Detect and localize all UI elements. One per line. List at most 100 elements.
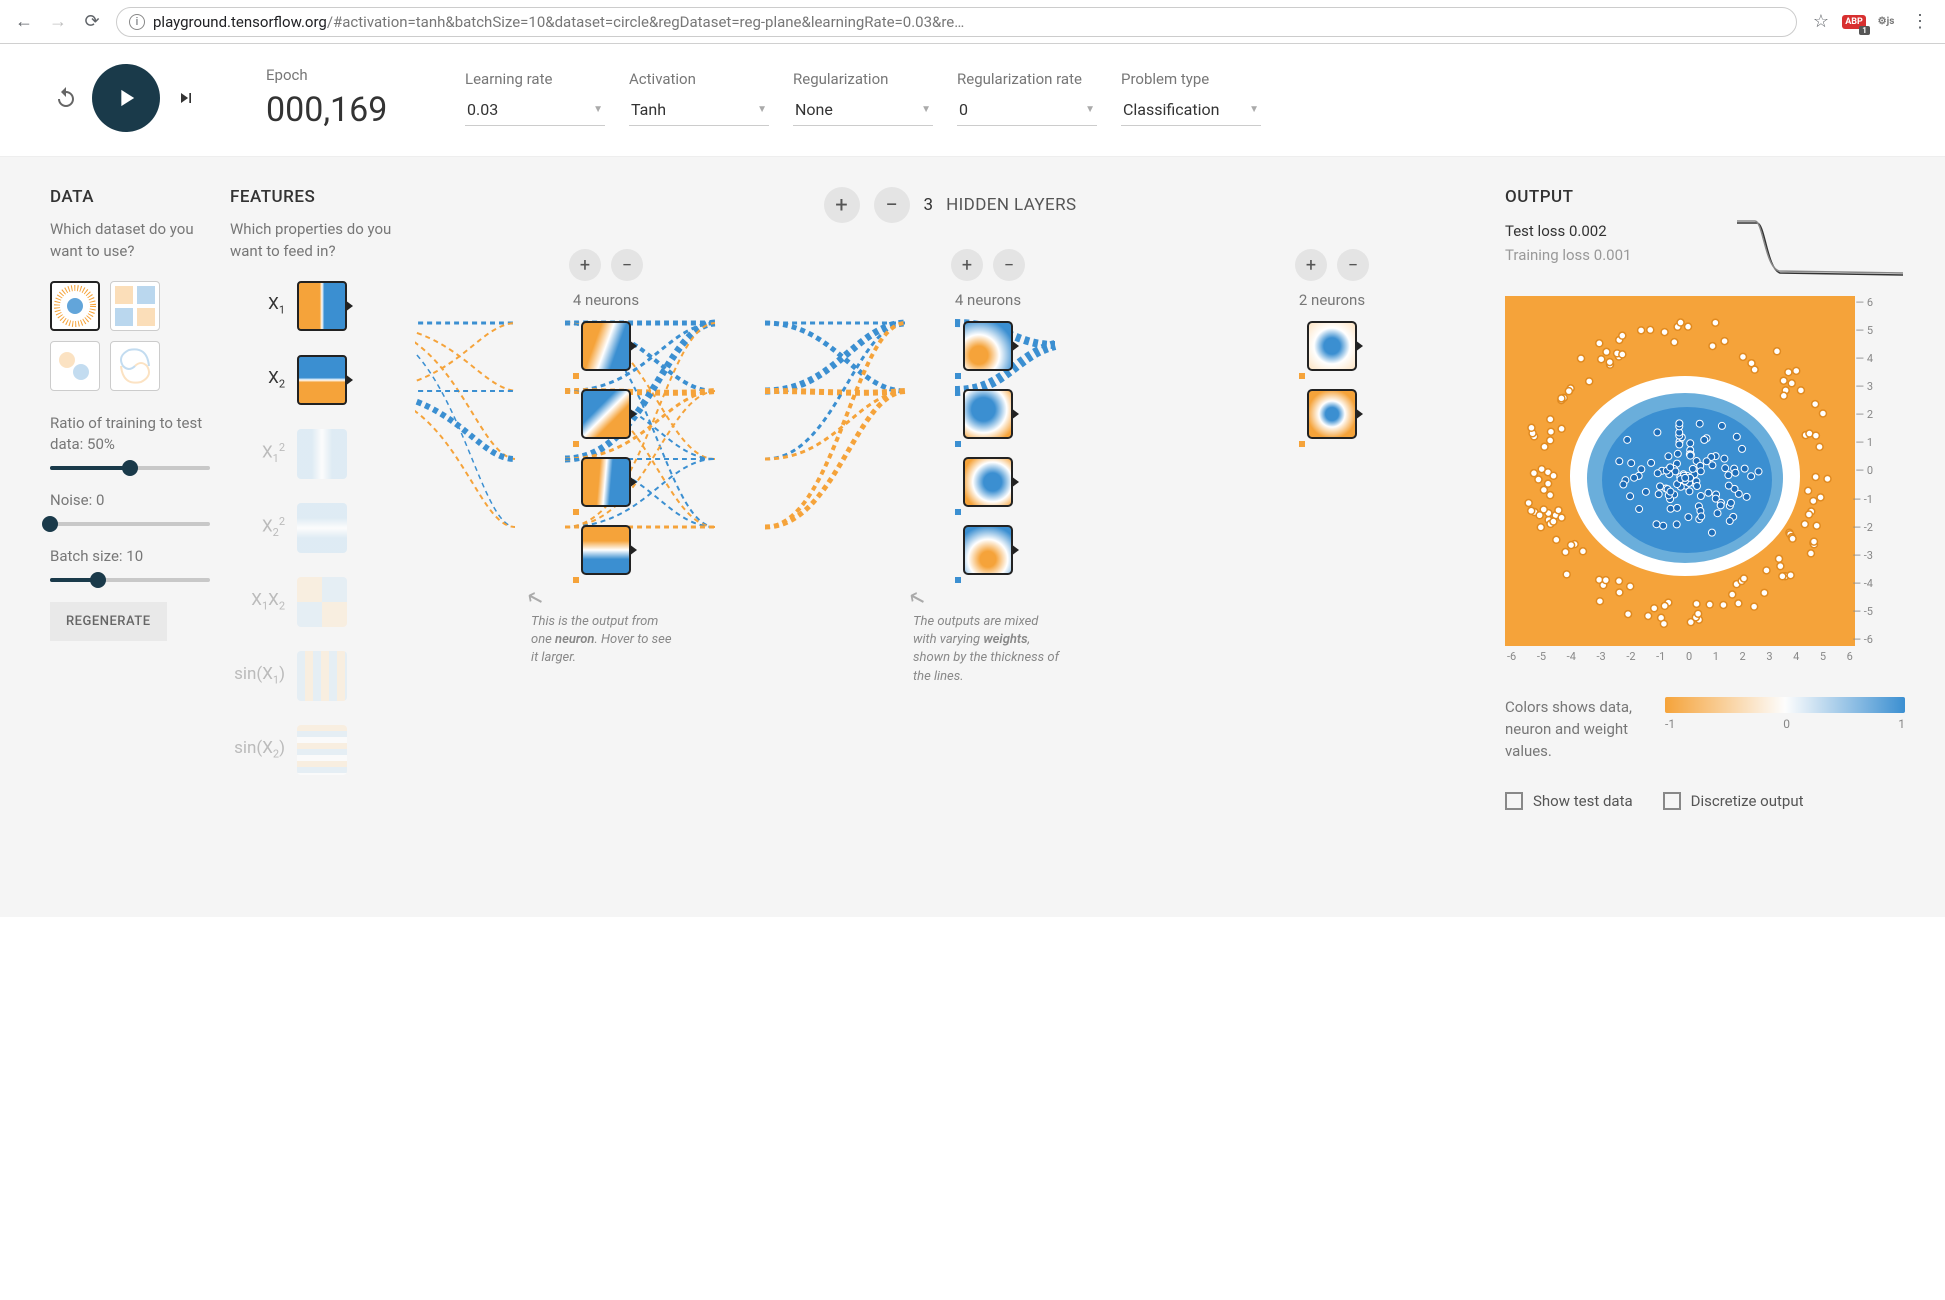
reg-rate-select[interactable]: 0▼ xyxy=(957,94,1097,126)
feature-box xyxy=(297,651,347,701)
js-extension-icon[interactable]: ⚙js xyxy=(1875,11,1897,33)
address-bar[interactable]: i playground.tensorflow.org/#activation=… xyxy=(116,7,1797,37)
feature-box xyxy=(297,725,347,775)
discretize-checkbox[interactable]: Discretize output xyxy=(1663,792,1804,810)
feature-label: X22 xyxy=(230,515,285,539)
activation-control: Activation Tanh▼ xyxy=(629,70,769,126)
main-area: DATA Which dataset do you want to use? xyxy=(0,157,1945,917)
regularization-select[interactable]: None ▼ xyxy=(793,94,933,126)
regenerate-button[interactable]: REGENERATE xyxy=(50,602,167,641)
problem-type-select[interactable]: Classification ▼ xyxy=(1121,94,1261,126)
caret-down-icon: ▼ xyxy=(921,104,931,115)
neuron[interactable] xyxy=(581,525,631,575)
noise-label: Noise: 0 xyxy=(50,490,210,512)
ratio-slider-group: Ratio of training to test data: 50% xyxy=(50,413,210,471)
feature-box xyxy=(297,355,347,405)
back-button[interactable]: ← xyxy=(8,6,40,38)
show-test-label: Show test data xyxy=(1533,792,1633,810)
noise-slider[interactable] xyxy=(50,522,210,526)
output-header: Test loss 0.002 Training loss 0.001 xyxy=(1505,219,1905,284)
network-column: + − 3 HIDDEN LAYERS xyxy=(415,187,1485,877)
dataset-xor[interactable] xyxy=(110,281,160,331)
feature-x1x2[interactable]: X1X2 xyxy=(230,577,395,627)
browser-chrome: ← → ⟳ i playground.tensorflow.org/#activ… xyxy=(0,0,1945,44)
remove-layer-button[interactable]: − xyxy=(874,187,910,223)
feature-x1sq[interactable]: X12 xyxy=(230,429,395,479)
reload-button[interactable]: ⟳ xyxy=(76,6,108,38)
reg-rate-control: Regularization rate 0▼ xyxy=(957,70,1097,126)
neuron[interactable] xyxy=(963,457,1013,507)
reset-icon xyxy=(54,86,78,110)
checkbox-icon xyxy=(1663,792,1681,810)
dataset-circle[interactable] xyxy=(50,281,100,331)
loss-block: Test loss 0.002 Training loss 0.001 xyxy=(1505,219,1631,267)
neuron[interactable] xyxy=(581,321,631,371)
ratio-slider[interactable] xyxy=(50,466,210,470)
feature-label: X1 xyxy=(230,294,285,316)
browser-menu-icon[interactable]: ⋮ xyxy=(1903,11,1937,32)
add-layer-button[interactable]: + xyxy=(824,187,860,223)
output-plot[interactable]: — 6— 5— 4— 3— 2— 1— 0— -1— -2— -3— -4— -… xyxy=(1505,296,1855,646)
activation-select[interactable]: Tanh▼ xyxy=(629,94,769,126)
abp-extension-icon[interactable]: ABP xyxy=(1843,11,1865,33)
feature-x1[interactable]: X1 xyxy=(230,281,395,331)
play-icon xyxy=(112,84,140,112)
neuron[interactable] xyxy=(581,457,631,507)
neuron[interactable] xyxy=(963,525,1013,575)
hidden-layer-count: 3 xyxy=(924,195,934,215)
features-title: FEATURES xyxy=(230,187,395,207)
reg-rate-label: Regularization rate xyxy=(957,70,1097,88)
feature-x2[interactable]: X2 xyxy=(230,355,395,405)
output-column: OUTPUT Test loss 0.002 Training loss 0.0… xyxy=(1505,187,1905,877)
feature-box xyxy=(297,281,347,331)
neuron[interactable] xyxy=(1307,389,1357,439)
train-loss: Training loss 0.001 xyxy=(1505,243,1631,267)
dataset-gauss[interactable] xyxy=(50,341,100,391)
regularization-control: Regularization None▼ xyxy=(793,70,933,126)
loss-curve xyxy=(1735,219,1905,284)
reset-button[interactable] xyxy=(50,82,82,114)
step-icon xyxy=(176,88,196,108)
legend-max: 1 xyxy=(1898,717,1905,731)
add-neuron-button[interactable]: + xyxy=(951,249,983,281)
layer-label: 2 neurons xyxy=(1299,291,1365,309)
caret-down-icon: ▼ xyxy=(1085,104,1095,115)
remove-neuron-button[interactable]: − xyxy=(611,249,643,281)
network-header: + − 3 HIDDEN LAYERS xyxy=(415,187,1485,223)
step-button[interactable] xyxy=(170,82,202,114)
top-controls: Epoch 000,169 Learning rate 0.03▼ Activa… xyxy=(0,44,1945,157)
show-test-data-checkbox[interactable]: Show test data xyxy=(1505,792,1633,810)
feature-sinx2[interactable]: sin(X2) xyxy=(230,725,395,775)
feature-box xyxy=(297,503,347,553)
feature-sinx1[interactable]: sin(X1) xyxy=(230,651,395,701)
feature-x2sq[interactable]: X22 xyxy=(230,503,395,553)
batch-slider[interactable] xyxy=(50,578,210,582)
feature-list: X1 X2 X12 X22 X1X2 sin(X1) xyxy=(230,281,395,775)
add-neuron-button[interactable]: + xyxy=(1295,249,1327,281)
layers: + − 4 neurons ↖ This is the output from … xyxy=(415,241,1485,686)
ratio-label: Ratio of training to test data: 50% xyxy=(50,413,210,457)
problem-type-value: Classification xyxy=(1123,100,1219,119)
learning-rate-label: Learning rate xyxy=(465,70,605,88)
learning-rate-value: 0.03 xyxy=(467,100,498,119)
dataset-spiral[interactable] xyxy=(110,341,160,391)
neuron[interactable] xyxy=(1307,321,1357,371)
caret-down-icon: ▼ xyxy=(1249,104,1259,115)
noise-slider-group: Noise: 0 xyxy=(50,490,210,526)
neuron[interactable] xyxy=(963,389,1013,439)
remove-neuron-button[interactable]: − xyxy=(1337,249,1369,281)
remove-neuron-button[interactable]: − xyxy=(993,249,1025,281)
play-button[interactable] xyxy=(92,64,160,132)
layer-3: + − 2 neurons xyxy=(1295,249,1369,686)
add-neuron-button[interactable]: + xyxy=(569,249,601,281)
forward-button[interactable]: → xyxy=(42,6,74,38)
regularization-value: None xyxy=(795,100,833,119)
dataset-xor-icon xyxy=(111,282,159,330)
bookmark-star-icon[interactable]: ☆ xyxy=(1805,6,1837,38)
feature-label: X12 xyxy=(230,441,285,465)
neuron[interactable] xyxy=(581,389,631,439)
features-subtitle: Which properties do you want to feed in? xyxy=(230,219,395,263)
neuron[interactable] xyxy=(963,321,1013,371)
learning-rate-control: Learning rate 0.03▼ xyxy=(465,70,605,126)
learning-rate-select[interactable]: 0.03▼ xyxy=(465,94,605,126)
